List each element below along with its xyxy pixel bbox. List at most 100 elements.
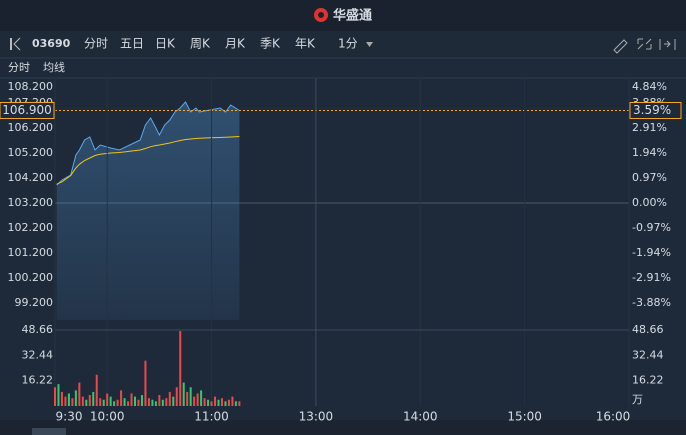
period-tab[interactable]: 季K <box>260 37 281 51</box>
stock-code: 03690 <box>32 37 71 50</box>
volume-bar <box>113 401 116 406</box>
volume-bar <box>227 399 230 406</box>
volume-bar <box>123 398 126 406</box>
scroll-thumb[interactable] <box>32 428 66 435</box>
period-tab[interactable]: 日K <box>155 37 176 51</box>
volume-bar <box>81 396 84 406</box>
period-tab[interactable]: 周K <box>190 37 211 51</box>
volume-bar <box>203 398 206 406</box>
dropdown-caret[interactable] <box>366 42 373 47</box>
y-tick-label: 104.200 <box>8 171 54 184</box>
period-tab[interactable]: 月K <box>225 37 246 51</box>
y-tick-label: 105.200 <box>8 146 54 159</box>
y-tick-label: 16.22 <box>22 374 54 387</box>
y2-tick-label: -0.97% <box>632 221 671 234</box>
header-bar <box>0 0 686 31</box>
volume-bar <box>99 398 102 406</box>
y2-tick-label: 1.94% <box>632 146 667 159</box>
volume-bar <box>189 387 192 406</box>
volume-bar <box>137 399 140 406</box>
volume-bar <box>106 393 109 406</box>
volume-bar <box>147 398 150 406</box>
period-tab[interactable]: 五日 <box>120 37 144 51</box>
volume-bar <box>172 396 175 406</box>
y2-tick-label: 0.00% <box>632 196 667 209</box>
volume-bar <box>161 399 164 406</box>
volume-bar <box>231 396 234 406</box>
collapse-icon[interactable] <box>10 37 21 51</box>
x-tick-label: 15:00 <box>507 410 542 424</box>
y-tick-label: 102.200 <box>8 221 54 234</box>
toolbar <box>0 31 686 58</box>
y2-tick-label: 4.84% <box>632 80 667 93</box>
volume-bar <box>140 395 143 406</box>
volume-bar <box>120 390 123 406</box>
volume-bar <box>182 382 185 406</box>
y-tick-label: 99.200 <box>15 296 54 309</box>
y2-tick-label: -3.88% <box>632 296 671 309</box>
volume-bar <box>220 398 223 406</box>
series-line <box>56 101 240 186</box>
app-title: 华盛通 <box>333 8 372 24</box>
volume-bar <box>179 331 182 406</box>
volume-bar <box>144 360 147 406</box>
y2-tick-label: 48.66 <box>632 323 664 336</box>
last-change-box <box>629 102 682 119</box>
volume-bar <box>151 399 154 406</box>
volume-bar <box>67 393 70 406</box>
volume-bar <box>186 391 189 406</box>
volume-bar <box>78 382 81 406</box>
volume-bar <box>74 390 77 406</box>
price-area <box>56 102 240 320</box>
y2-tick-label: 32.44 <box>632 348 664 361</box>
y-tick-label: 103.200 <box>8 196 54 209</box>
volume-bar <box>127 401 130 406</box>
volume-bar <box>154 401 157 406</box>
y2-tick-label: 0.97% <box>632 171 667 184</box>
y-tick-label: 100.200 <box>8 271 54 284</box>
y2-tick-label: -1.94% <box>632 246 671 259</box>
volume-bar <box>109 396 112 406</box>
volume-bar <box>217 399 220 406</box>
y-tick-label: 48.66 <box>22 323 54 336</box>
y2-tick-label: 2.91% <box>632 121 667 134</box>
volume-bar <box>54 387 56 406</box>
last-price-label: 106.900 <box>2 103 52 117</box>
volume-bar <box>224 401 227 406</box>
period-tab[interactable]: 年K <box>295 37 316 51</box>
last-price-box <box>0 102 55 119</box>
volume-bar <box>71 398 74 406</box>
volume-bar <box>214 396 217 406</box>
volume-bar <box>175 387 178 406</box>
x-tick-label: 11:00 <box>194 410 229 424</box>
volume-bar <box>95 374 98 406</box>
y2-tick-label: -2.91% <box>632 271 671 284</box>
scroll-track <box>0 420 686 435</box>
x-tick-label: 9:30 <box>56 410 83 424</box>
volume-bar <box>134 396 137 406</box>
logo <box>314 8 328 22</box>
volume-bar <box>92 391 95 406</box>
interval-select[interactable]: 1分 <box>338 37 358 51</box>
volume-bar <box>238 401 241 406</box>
volume-bar <box>207 399 210 406</box>
volume-bar <box>158 395 161 406</box>
period-tab[interactable]: 分时 <box>84 37 108 51</box>
volume-bar <box>85 399 88 406</box>
series-line <box>56 136 240 185</box>
x-tick-label: 14:00 <box>403 410 438 424</box>
legend-entry[interactable]: 分时 <box>8 61 30 74</box>
volume-bar <box>196 393 199 406</box>
volume-bar <box>200 390 203 406</box>
legend-entry[interactable]: 均线 <box>43 60 65 74</box>
volume-bar <box>193 396 196 406</box>
x-tick-label: 16:00 <box>596 410 631 424</box>
tool-icons[interactable] <box>613 38 676 54</box>
volume-bar <box>102 399 105 406</box>
y-unit: 万 <box>632 393 643 406</box>
y-tick-label: 108.200 <box>8 80 54 93</box>
x-tick-label: 10:00 <box>90 410 125 424</box>
volume-bar <box>57 384 60 406</box>
volume-bar <box>60 391 63 406</box>
